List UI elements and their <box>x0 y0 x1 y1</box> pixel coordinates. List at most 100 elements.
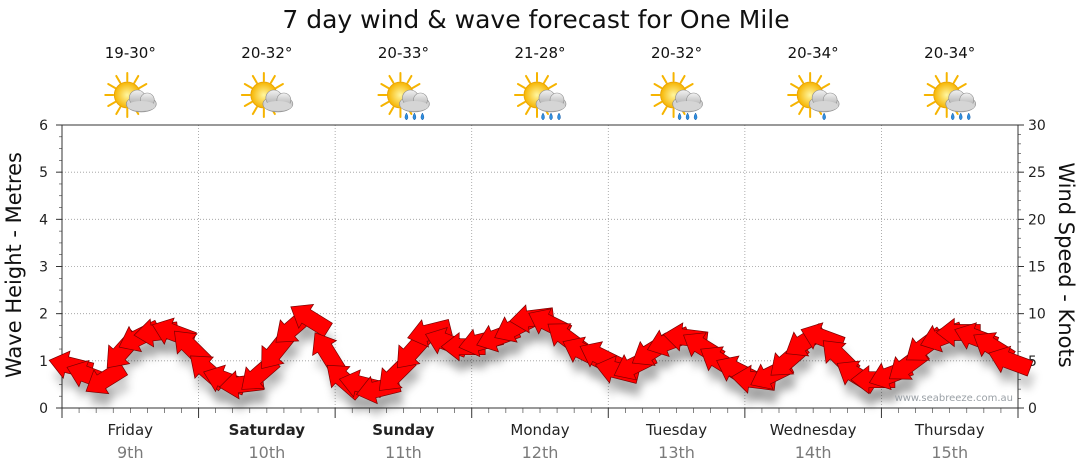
date-label: 10th <box>248 443 285 462</box>
cloud-base <box>127 101 156 111</box>
temperature-label: 20-34° <box>788 44 839 62</box>
day-label: Tuesday <box>645 421 707 439</box>
sun-ray <box>107 101 117 107</box>
sun-ray <box>406 74 413 84</box>
sun-ray <box>411 83 421 89</box>
sun-ray <box>269 74 276 84</box>
right-tick-label: 10 <box>1028 307 1046 323</box>
sun-ray <box>934 74 941 84</box>
rain-drop <box>958 112 963 121</box>
chart-title: 7 day wind & wave forecast for One Mile <box>282 5 789 34</box>
sun-ray <box>790 101 800 107</box>
cloud <box>808 89 840 121</box>
sun-ray <box>661 74 668 84</box>
cloud-base <box>810 101 839 111</box>
cloud-base <box>673 101 702 111</box>
date-label: 11th <box>385 443 422 462</box>
day-label: Friday <box>108 421 154 439</box>
right-axis-title: Wind Speed - Knots <box>1054 162 1078 367</box>
date-label: 15th <box>931 443 968 462</box>
day-label: Monday <box>510 421 569 439</box>
sun-ray <box>821 83 831 89</box>
right-tick-label: 20 <box>1028 212 1046 228</box>
wind-arrow <box>312 332 346 375</box>
left-tick-label: 6 <box>39 118 48 134</box>
sun-ray <box>653 101 663 107</box>
sun-ray <box>525 106 531 116</box>
sun-ray <box>107 83 117 89</box>
temperature-label: 20-32° <box>241 44 292 62</box>
sun-ray <box>138 83 148 89</box>
sun-ray <box>525 74 531 84</box>
showers-icon <box>650 72 703 121</box>
day-label: Thursday <box>914 421 985 439</box>
left-axis: 0 1 2 3 4 5 6 <box>39 118 62 417</box>
rain-drop <box>677 112 682 121</box>
cloud <box>535 89 567 121</box>
showers-icon <box>377 72 430 121</box>
left-tick-label: 4 <box>39 212 48 228</box>
sun-ray <box>133 74 140 84</box>
wind-arrow-shadow <box>89 375 131 408</box>
sun-ray <box>543 74 549 84</box>
date-label: 9th <box>117 443 144 462</box>
sun-ray <box>380 83 390 89</box>
sun-ray <box>115 74 122 84</box>
sun-ray <box>243 83 253 89</box>
sun-ray <box>516 101 526 107</box>
sun-ray <box>926 101 936 107</box>
left-tick-label: 3 <box>39 260 48 276</box>
sun-ray <box>934 106 941 116</box>
day-label: Wednesday <box>770 421 857 439</box>
sun-ray <box>679 74 686 84</box>
day-label: Saturday <box>229 421 306 439</box>
sun-ray <box>380 101 390 107</box>
date-label: 12th <box>522 443 559 462</box>
cloud-base <box>263 101 292 111</box>
wind-arrow <box>290 303 333 338</box>
sun-ray <box>790 83 800 89</box>
cloud-base <box>537 101 565 111</box>
rain-drop <box>420 112 425 121</box>
date-label: 13th <box>658 443 695 462</box>
sun-ray <box>516 83 526 89</box>
showers-icon <box>514 72 567 121</box>
cloud-base <box>400 101 429 111</box>
showers-icon <box>923 72 977 121</box>
partly-cloudy-icon <box>240 72 294 118</box>
sun-ray <box>926 83 936 89</box>
right-tick-label: 30 <box>1028 118 1046 134</box>
rain-drop <box>966 112 971 121</box>
sun-ray <box>251 106 258 116</box>
date-label: 14th <box>795 443 832 462</box>
cloud <box>672 89 703 121</box>
cloud <box>945 89 977 121</box>
grid <box>61 125 1019 418</box>
x-axis-labels: Friday 9th Saturday 10th Sunday 11th Monday 12t… <box>108 421 985 462</box>
temperature-label: 21-28° <box>514 44 565 62</box>
rain-drop <box>412 112 417 121</box>
sun-ray <box>952 74 959 84</box>
right-tick-label: 0 <box>1028 401 1037 417</box>
rain-drop <box>557 112 561 121</box>
temperature-label: 20-32° <box>651 44 702 62</box>
sun-ray <box>653 83 663 89</box>
weather-row: 19-30° 20-32° 20-33° 21-28° 20-32° 20-34° 20-3… <box>104 44 977 121</box>
temperature-label: 20-33° <box>378 44 429 62</box>
sun-ray <box>684 83 694 89</box>
rain-drop <box>404 112 409 121</box>
cloud <box>262 89 294 113</box>
left-tick-label: 2 <box>39 307 48 323</box>
sun-ray <box>251 74 258 84</box>
left-tick-label: 0 <box>39 401 48 417</box>
left-tick-label: 1 <box>39 354 48 370</box>
sun-ray <box>548 83 558 89</box>
rain-drop <box>693 112 698 121</box>
rain-drop <box>950 112 955 121</box>
watermark: www.seabreeze.com.au <box>895 393 1013 404</box>
right-tick-label: 25 <box>1028 165 1046 181</box>
sun-ray <box>798 74 805 84</box>
rain-drop <box>685 112 690 121</box>
sun-ray <box>115 106 122 116</box>
